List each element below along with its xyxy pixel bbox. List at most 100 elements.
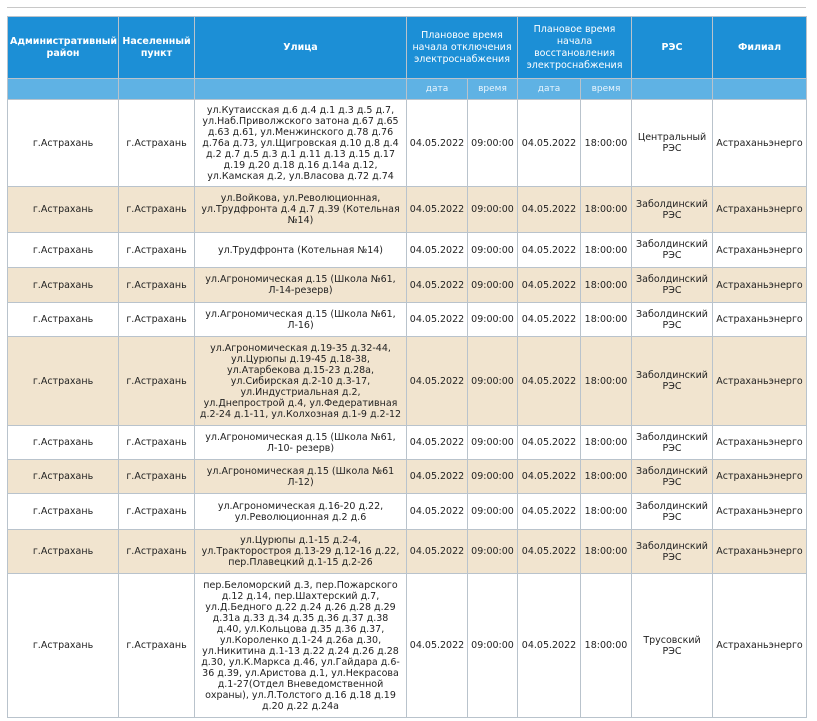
cell-off-time: 09:00:00 (467, 573, 518, 718)
cell-branch: Астраханьэнерго (712, 267, 808, 303)
cell-res: Заболдинский РЭС (631, 267, 714, 303)
cell-off-date: 04.05.2022 (406, 336, 468, 426)
subheader-off-time: время (467, 78, 518, 100)
cell-on-date: 04.05.2022 (517, 232, 581, 268)
cell-street: ул.Цурюпы д.1-15 д.2-4, ул.Тракторостроя… (194, 529, 407, 574)
cell-off-time: 09:00:00 (467, 529, 518, 574)
cell-on-date: 04.05.2022 (517, 459, 581, 494)
table-row: г.Астрахань г.Астрахань ул.Войкова, ул.Рев… (7, 186, 808, 233)
cell-on-date: 04.05.2022 (517, 186, 581, 233)
header-district: Административный район (7, 16, 119, 79)
table-row: г.Астрахань г.Астрахань пер.Беломорский д.… (7, 573, 808, 718)
cell-district: г.Астрахань (7, 459, 119, 494)
cell-on-date: 04.05.2022 (517, 493, 581, 530)
cell-on-time: 18:00:00 (579, 186, 633, 233)
cell-locality: г.Астрахань (118, 573, 195, 718)
cell-off-date: 04.05.2022 (406, 99, 468, 187)
cell-locality: г.Астрахань (118, 267, 195, 303)
cell-district: г.Астрахань (7, 232, 119, 268)
cell-res: Заболдинский РЭС (631, 459, 714, 494)
cell-on-time: 18:00:00 (579, 232, 633, 268)
header-branch: Филиал (712, 16, 808, 79)
cell-off-date: 04.05.2022 (406, 529, 468, 574)
cell-on-date: 04.05.2022 (517, 529, 581, 574)
table-row: г.Астрахань г.Астрахань ул.Трудфронта (Кот… (7, 232, 808, 268)
cell-locality: г.Астрахань (118, 493, 195, 530)
cell-street: ул.Агрономическая д.15 (Школа №61 Л-12) (194, 459, 407, 494)
cell-res: Заболдинский РЭС (631, 302, 714, 337)
cell-on-time: 18:00:00 (579, 267, 633, 303)
outage-schedule-table: Административный район Населенный пункт … (7, 16, 808, 718)
subheader-empty (712, 78, 808, 100)
subheader-empty (631, 78, 714, 100)
cell-branch: Астраханьэнерго (712, 425, 808, 460)
cell-on-date: 04.05.2022 (517, 302, 581, 337)
subheader-on-date: дата (517, 78, 581, 100)
cell-branch: Астраханьэнерго (712, 186, 808, 233)
cell-off-time: 09:00:00 (467, 302, 518, 337)
cell-locality: г.Астрахань (118, 336, 195, 426)
cell-res: Трусовский РЭС (631, 573, 714, 718)
cell-district: г.Астрахань (7, 302, 119, 337)
cell-district: г.Астрахань (7, 529, 119, 574)
cell-on-time: 18:00:00 (579, 573, 633, 718)
cell-branch: Астраханьэнерго (712, 302, 808, 337)
cell-off-date: 04.05.2022 (406, 267, 468, 303)
cell-on-date: 04.05.2022 (517, 425, 581, 460)
cell-street: ул.Агрономическая д.16-20 д.22, ул.Револ… (194, 493, 407, 530)
cell-on-time: 18:00:00 (579, 529, 633, 574)
cell-branch: Астраханьэнерго (712, 232, 808, 268)
cell-branch: Астраханьэнерго (712, 529, 808, 574)
subheader-on-time: время (579, 78, 633, 100)
cell-on-time: 18:00:00 (579, 493, 633, 530)
cell-off-time: 09:00:00 (467, 232, 518, 268)
table-row: г.Астрахань г.Астрахань ул.Агрономическая … (7, 459, 808, 494)
cell-off-time: 09:00:00 (467, 99, 518, 187)
table-row: г.Астрахань г.Астрахань ул.Агрономическая … (7, 302, 808, 337)
cell-locality: г.Астрахань (118, 186, 195, 233)
cell-locality: г.Астрахань (118, 529, 195, 574)
cell-on-date: 04.05.2022 (517, 573, 581, 718)
cell-res: Заболдинский РЭС (631, 529, 714, 574)
subheader-off-date: дата (406, 78, 468, 100)
header-off-time: Плановое время начала отключения электро… (406, 16, 518, 79)
cell-off-date: 04.05.2022 (406, 459, 468, 494)
cell-off-time: 09:00:00 (467, 459, 518, 494)
cell-off-date: 04.05.2022 (406, 425, 468, 460)
cell-street: пер.Беломорский д.3, пер.Пожарского д.12… (194, 573, 407, 718)
cell-res: Заболдинский РЭС (631, 425, 714, 460)
cell-street: ул.Трудфронта (Котельная №14) (194, 232, 407, 268)
cell-district: г.Астрахань (7, 493, 119, 530)
cell-locality: г.Астрахань (118, 302, 195, 337)
cell-branch: Астраханьэнерго (712, 336, 808, 426)
table-row: г.Астрахань г.Астрахань ул.Цурюпы д.1-15 д… (7, 529, 808, 574)
table-row: г.Астрахань г.Астрахань ул.Агрономическая … (7, 267, 808, 303)
cell-street: ул.Агрономическая д.15 (Школа №61, Л-16) (194, 302, 407, 337)
cell-on-date: 04.05.2022 (517, 99, 581, 187)
cell-street: ул.Агрономическая д.15 (Школа №61, Л-14-… (194, 267, 407, 303)
table-row: г.Астрахань г.Астрахань ул.Агрономическая … (7, 425, 808, 460)
cell-district: г.Астрахань (7, 425, 119, 460)
cell-off-time: 09:00:00 (467, 493, 518, 530)
table-row: г.Астрахань г.Астрахань ул.Агрономическая … (7, 493, 808, 530)
cell-district: г.Астрахань (7, 267, 119, 303)
cell-street: ул.Агрономическая д.19-35 д.32-44, ул.Цу… (194, 336, 407, 426)
cell-off-time: 09:00:00 (467, 186, 518, 233)
cell-off-time: 09:00:00 (467, 336, 518, 426)
cell-branch: Астраханьэнерго (712, 99, 808, 187)
cell-res: Центральный РЭС (631, 99, 714, 187)
header-locality: Населенный пункт (118, 16, 195, 79)
table-subheader-row: дата время дата время (7, 78, 808, 100)
cell-street: ул.Кутаисская д.6 д.4 д.1 д.3 д.5 д.7, у… (194, 99, 407, 187)
cell-locality: г.Астрахань (118, 232, 195, 268)
cell-on-time: 18:00:00 (579, 336, 633, 426)
header-on-time: Плановое время начала восстановления эле… (516, 16, 633, 79)
cell-off-date: 04.05.2022 (406, 573, 468, 718)
subheader-empty (7, 78, 119, 100)
header-res: РЭС (631, 16, 714, 79)
cell-res: Заболдинский РЭС (631, 493, 714, 530)
cell-branch: Астраханьэнерго (712, 493, 808, 530)
cell-on-date: 04.05.2022 (517, 267, 581, 303)
cell-res: Заболдинский РЭС (631, 186, 714, 233)
cell-off-date: 04.05.2022 (406, 232, 468, 268)
